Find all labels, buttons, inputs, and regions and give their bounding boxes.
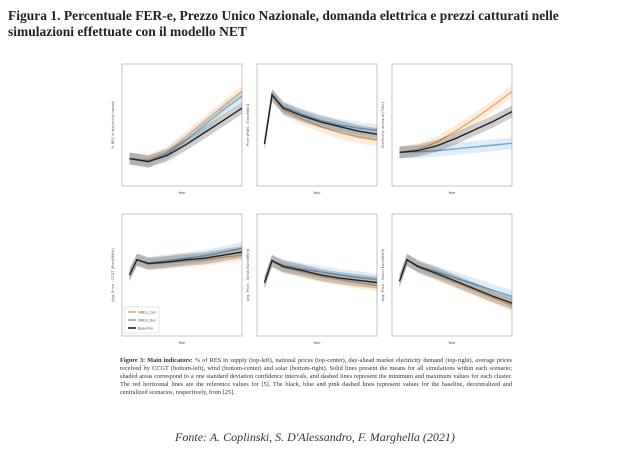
- x-axis-label: Year: [178, 191, 186, 195]
- series-line: [399, 110, 513, 154]
- x-axis-label: Year: [448, 191, 456, 195]
- series-band: [399, 137, 512, 159]
- x-axis-label: Year: [178, 341, 186, 345]
- series-line: [129, 90, 243, 161]
- series-band: [264, 255, 377, 292]
- series-band: [399, 85, 512, 159]
- plot-area: [391, 63, 513, 187]
- series-band: [129, 246, 242, 281]
- y-axis-label: Avg. Price - Solar (Euro/MWh): [381, 248, 385, 301]
- x-axis-label: Year: [448, 341, 456, 345]
- legend-label: Baseline: [138, 326, 154, 330]
- figure-title: Figura 1. Percentuale FER-e, Prezzo Unic…: [8, 8, 559, 39]
- series-band: [264, 88, 377, 151]
- series-line: [263, 259, 378, 284]
- source: Fonte: A. Coplinski, S. D'Alessandro, F.…: [175, 430, 455, 444]
- legend-label: NRES_Cen: [138, 310, 157, 314]
- series-line: [128, 251, 243, 276]
- caption-text: % of RES in supply (top-left), national …: [120, 357, 512, 396]
- series-line: [399, 90, 513, 154]
- y-axis-label: Avg. Price - Wind (Euro/MWh): [246, 248, 250, 301]
- series-band: [129, 85, 242, 167]
- series-band: [264, 254, 377, 289]
- plot-area: [121, 63, 243, 187]
- series-line: [398, 258, 513, 304]
- series-line: [399, 142, 513, 154]
- x-axis-label: Year: [313, 191, 321, 195]
- y-axis-label: % RES in electricity supply: [111, 100, 115, 149]
- x-axis-label: Year: [313, 341, 321, 345]
- y-axis-label: Avg. Price - CCGT (Euro/MWh): [111, 248, 115, 302]
- series-line: [263, 92, 378, 145]
- series-band: [129, 242, 242, 281]
- y-axis-label: Price (PUN - Euro/MWh): [246, 103, 250, 146]
- series-line: [129, 107, 243, 163]
- series-band: [399, 105, 512, 159]
- y-axis-label: Electricity demand (TWh): [381, 102, 385, 148]
- caption: Figure 3: Main indicators: % of RES in s…: [120, 357, 512, 397]
- caption-label: Figure 3: Main indicators:: [120, 357, 193, 364]
- plot-area: [391, 213, 513, 337]
- legend-label: NRES_Dec: [138, 318, 157, 322]
